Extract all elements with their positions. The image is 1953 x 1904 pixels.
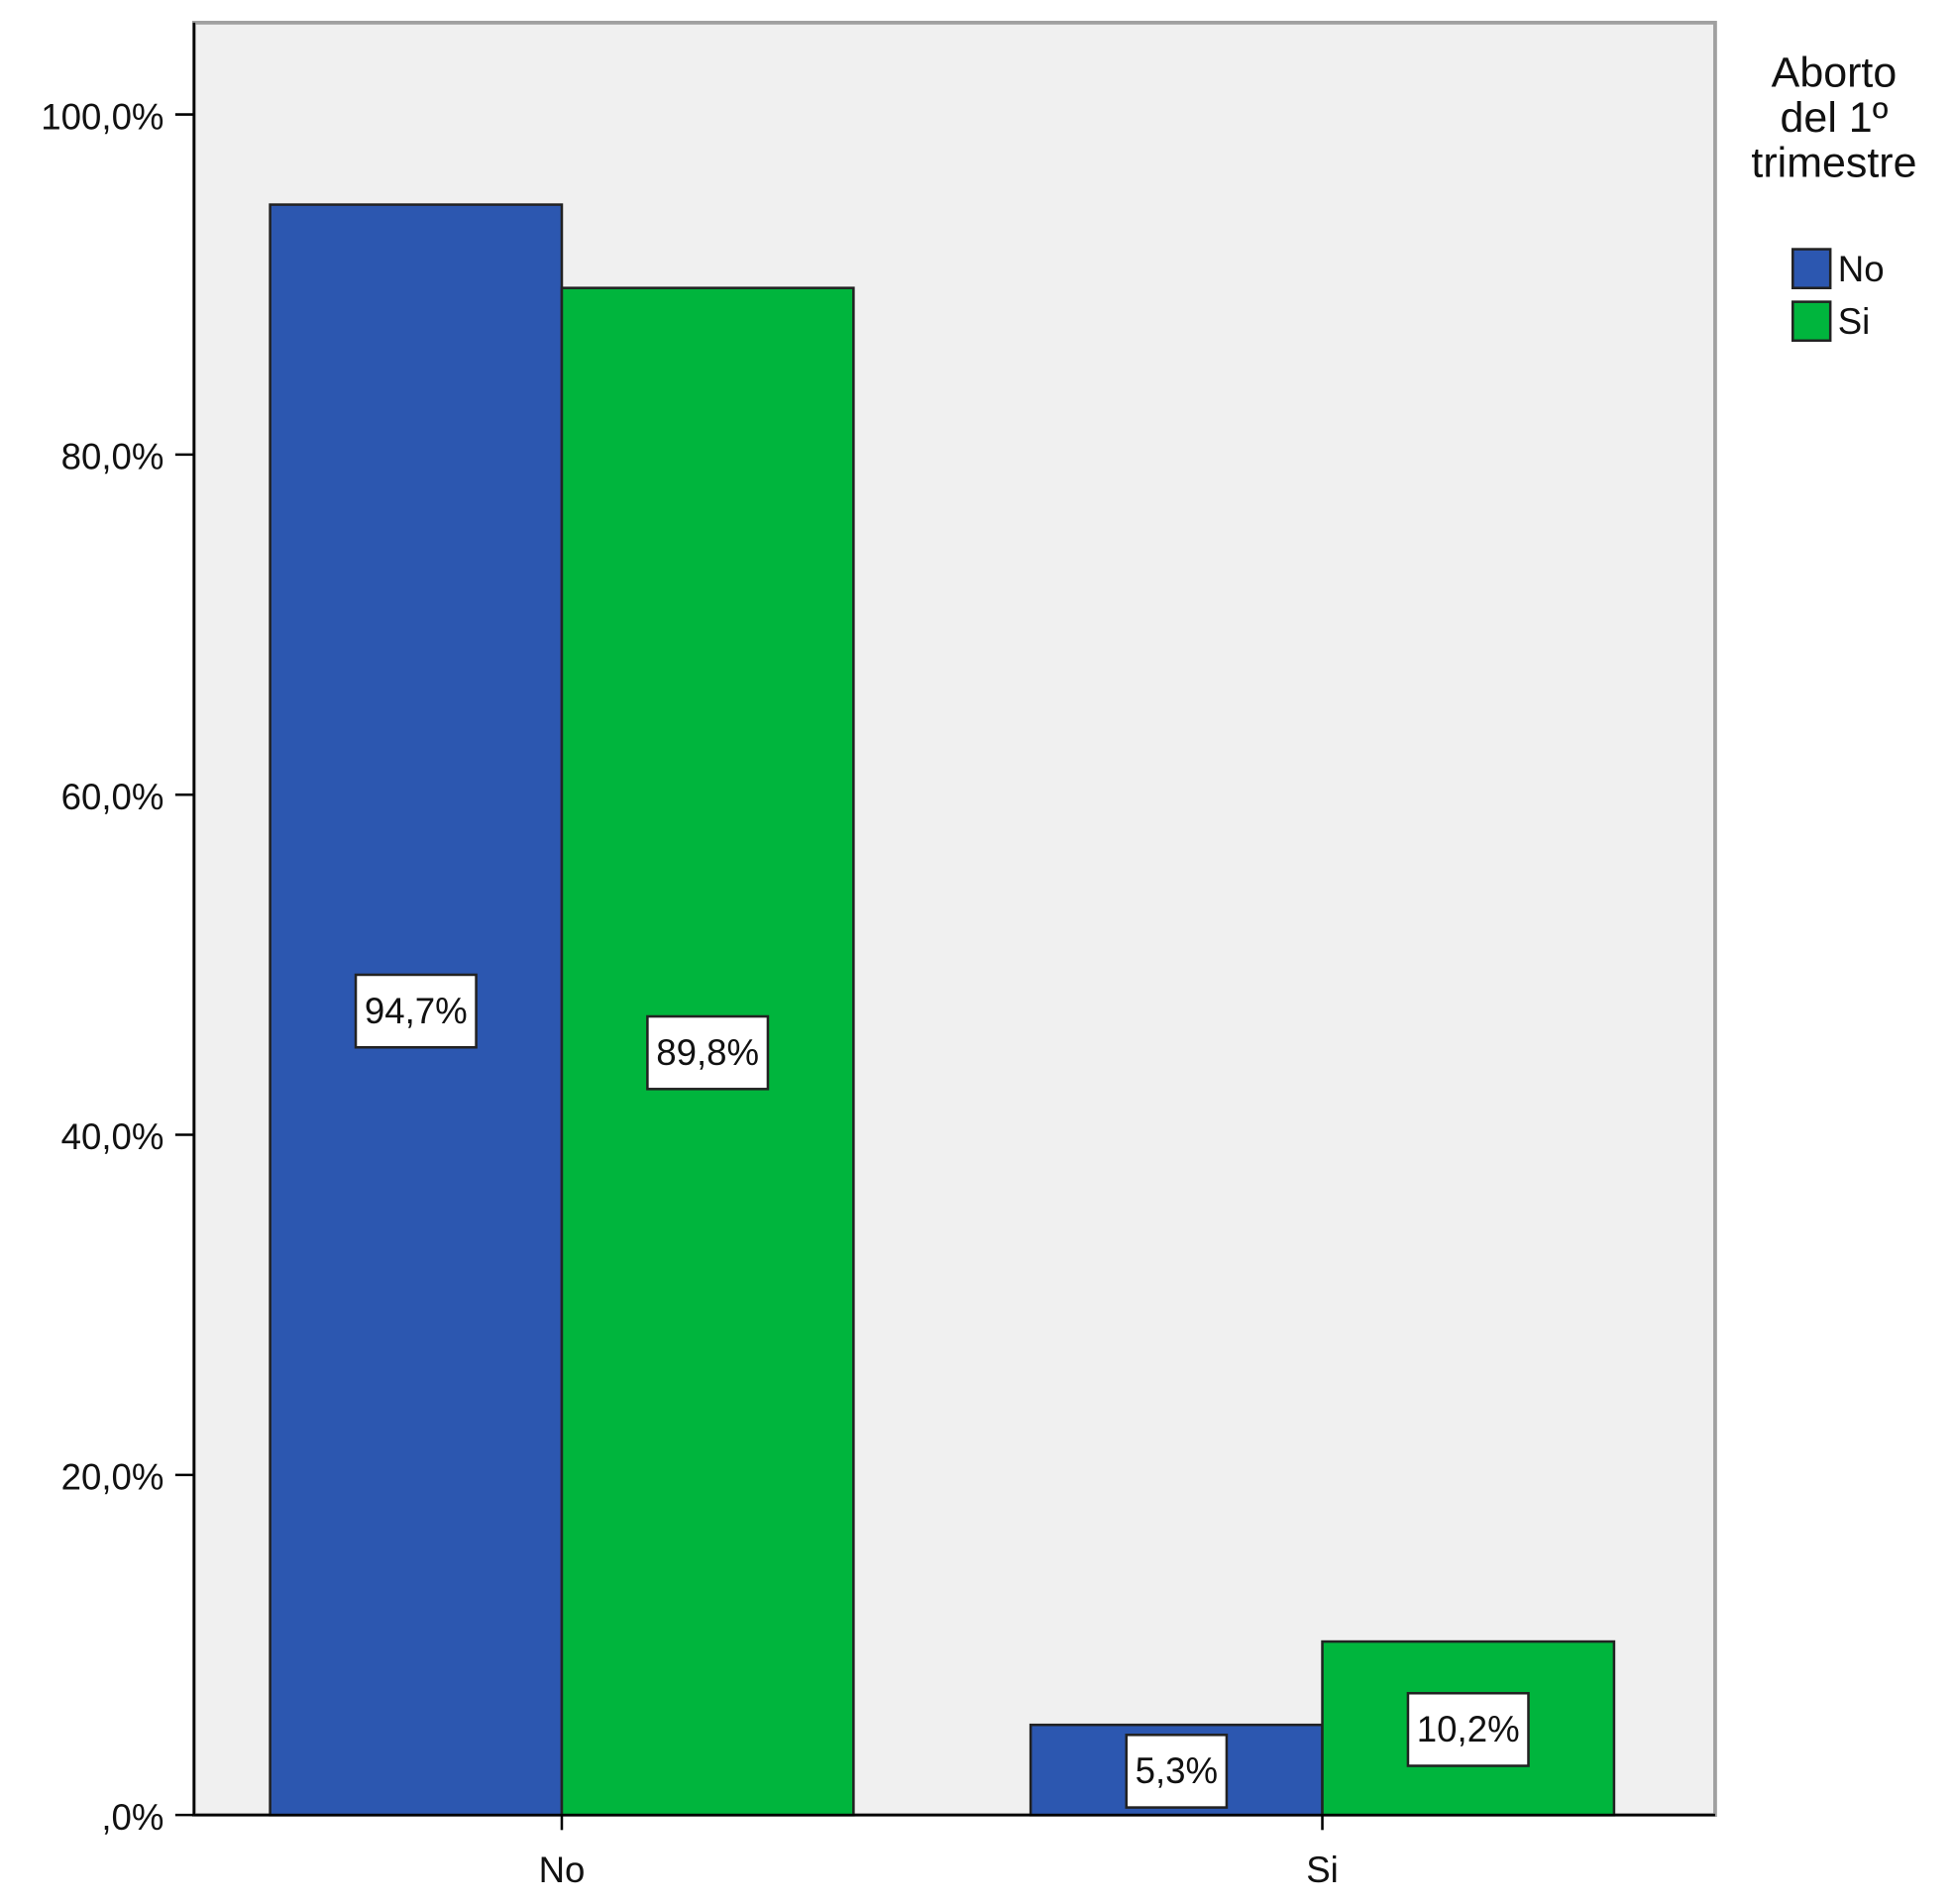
x-tick-label: Si	[1306, 1850, 1339, 1890]
data-label: 94,7%	[354, 973, 478, 1049]
data-label: 5,3%	[1125, 1734, 1229, 1809]
data-label: 10,2%	[1406, 1691, 1530, 1767]
legend-title-box: Aborto del 1º trimestre	[1751, 50, 1917, 187]
y-tick-label: 20,0%	[61, 1457, 164, 1498]
x-tick-label: No	[539, 1850, 586, 1890]
data-label: 89,8%	[646, 1014, 770, 1091]
data-label-box	[1406, 1691, 1530, 1767]
data-label-text: 5,3%	[1136, 1750, 1218, 1791]
data-label-text: 10,2%	[1417, 1709, 1520, 1749]
legend-label: Si	[1838, 301, 1871, 342]
y-tick-label: 100,0%	[41, 96, 163, 137]
y-tick-label: 40,0%	[61, 1116, 164, 1157]
y-tick-label: 80,0%	[61, 437, 164, 477]
legend-label: No	[1838, 249, 1885, 289]
legend-swatch	[1791, 300, 1832, 343]
data-label-box	[1125, 1734, 1229, 1809]
legend-swatch	[1791, 248, 1832, 289]
legend-title: Aborto del 1º trimestre	[1751, 50, 1917, 187]
y-tick-label: ,0%	[101, 1797, 163, 1838]
data-label-text: 94,7%	[365, 991, 468, 1031]
data-label-box	[646, 1014, 770, 1091]
data-label-text: 89,8%	[656, 1032, 759, 1073]
y-tick-label: 60,0%	[61, 777, 164, 817]
data-label-box	[354, 973, 478, 1049]
